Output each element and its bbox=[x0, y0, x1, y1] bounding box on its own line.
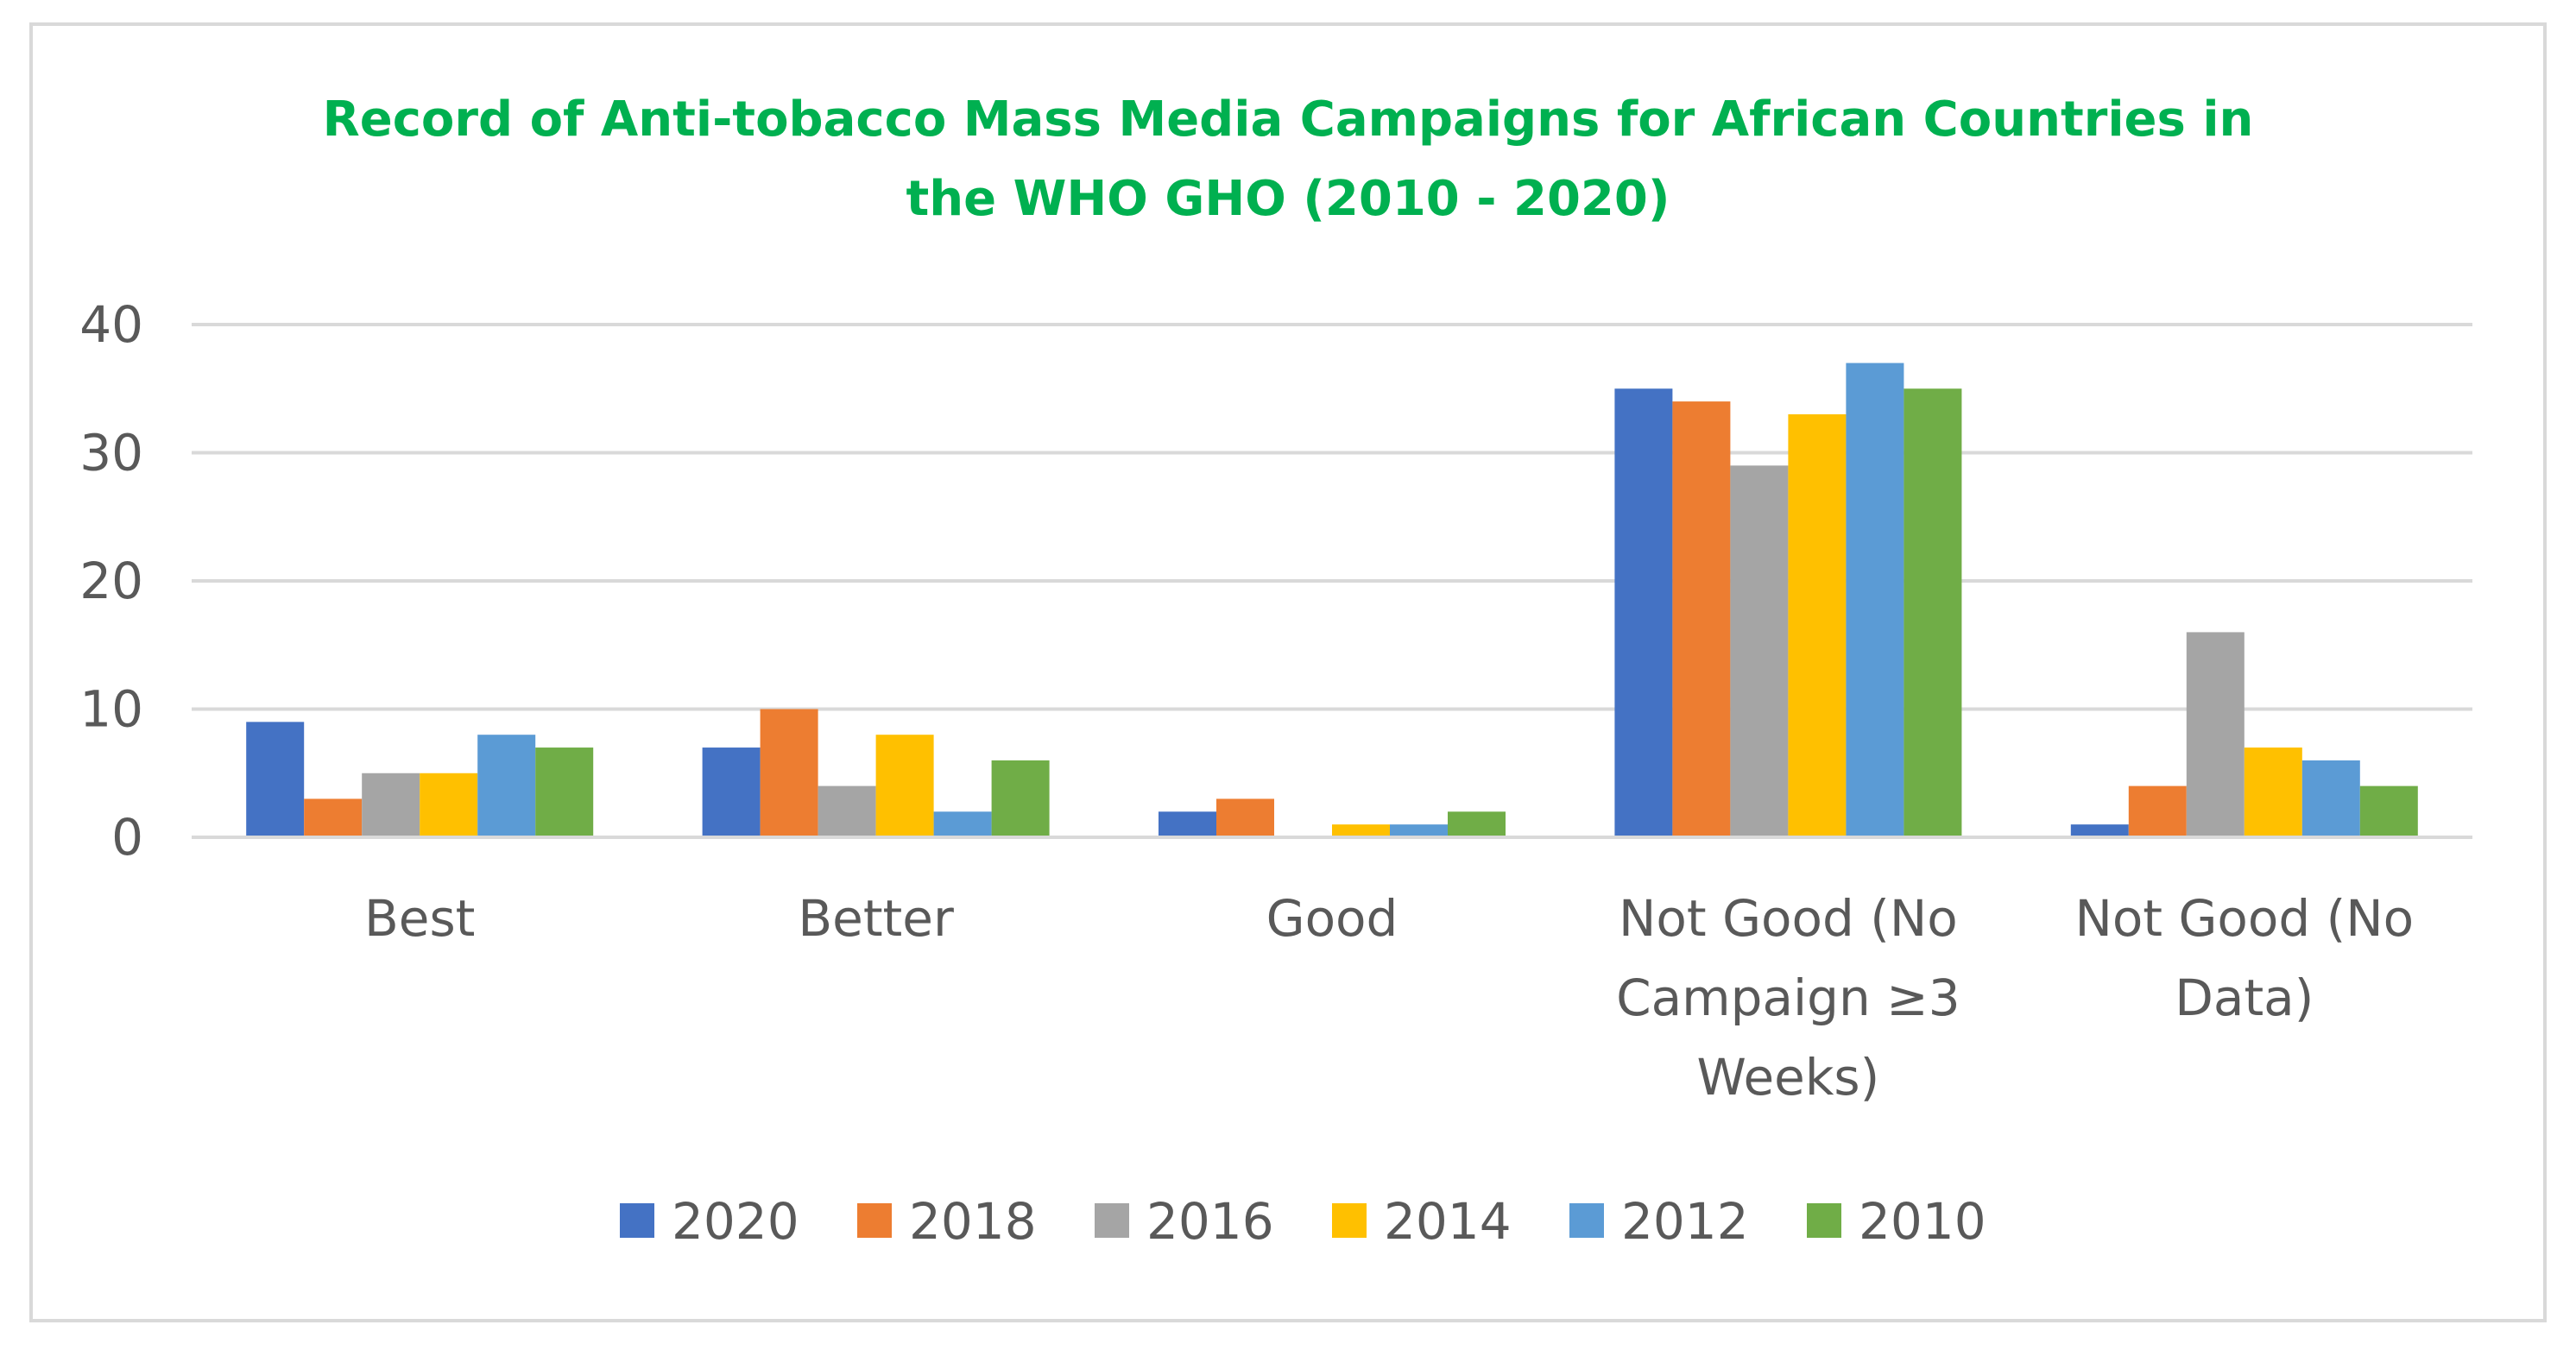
bar-2020-1 bbox=[246, 722, 305, 837]
legend-label-2012: 2012 bbox=[1621, 1192, 1749, 1251]
x-category-label-3-line-1: Good bbox=[1266, 889, 1398, 948]
bar-2016-4 bbox=[1730, 465, 1789, 837]
legend-label-2018: 2018 bbox=[909, 1192, 1037, 1251]
bar-2012-1 bbox=[477, 735, 536, 837]
legend-label-2020: 2020 bbox=[672, 1192, 799, 1251]
bar-2014-4 bbox=[1788, 413, 1847, 837]
bar-2018-1 bbox=[304, 798, 363, 837]
bars bbox=[246, 363, 2418, 837]
bar-2012-2 bbox=[933, 811, 992, 837]
bar-2018-4 bbox=[1672, 401, 1731, 837]
bar-2012-3 bbox=[1390, 824, 1448, 837]
chart-frame bbox=[29, 22, 2547, 1322]
y-tick-label-0: 0 bbox=[111, 808, 143, 867]
chart-title: Record of Anti-tobacco Mass Media Campai… bbox=[323, 91, 2254, 227]
y-tick-label-30: 30 bbox=[79, 424, 143, 483]
x-category-label-4-line-3: Weeks) bbox=[1697, 1048, 1880, 1107]
legend-swatch-2018 bbox=[857, 1203, 892, 1238]
legend-label-2014: 2014 bbox=[1384, 1192, 1512, 1251]
chart-title-line-2: the WHO GHO (2010 - 2020) bbox=[906, 171, 1670, 227]
legend-swatch-2014 bbox=[1332, 1203, 1367, 1238]
y-tick-label-40: 40 bbox=[79, 295, 143, 354]
bar-2020-2 bbox=[702, 748, 761, 837]
bar-2020-3 bbox=[1159, 811, 1216, 837]
bar-2010-5 bbox=[2359, 785, 2418, 837]
y-tick-label-10: 10 bbox=[79, 680, 143, 739]
bar-2014-2 bbox=[875, 735, 934, 837]
legend-swatch-2016 bbox=[1095, 1203, 1129, 1238]
bar-2018-2 bbox=[760, 709, 818, 837]
legend-swatch-2010 bbox=[1807, 1203, 1841, 1238]
y-tick-label-20: 20 bbox=[79, 552, 143, 610]
chart-title-line-1: Record of Anti-tobacco Mass Media Campai… bbox=[323, 91, 2254, 148]
x-category-label-5-line-1: Not Good (No bbox=[2074, 889, 2414, 948]
bar-2010-4 bbox=[1904, 388, 1962, 837]
bar-2012-4 bbox=[1846, 363, 1904, 837]
bar-2016-1 bbox=[362, 773, 420, 837]
bar-2020-4 bbox=[1614, 388, 1673, 837]
x-category-label-4-line-2: Campaign ≥3 bbox=[1616, 968, 1960, 1027]
bar-2016-5 bbox=[2186, 632, 2245, 837]
bar-2014-5 bbox=[2244, 748, 2302, 837]
bar-2012-5 bbox=[2301, 760, 2360, 837]
y-axis-ticks: 0 10 20 30 40 bbox=[79, 295, 143, 867]
bar-2010-1 bbox=[535, 748, 594, 837]
bar-2010-3 bbox=[1448, 811, 1506, 837]
legend: 2020 2018 2016 2014 2012 2010 bbox=[620, 1192, 1986, 1251]
x-category-label-4-line-1: Not Good (No bbox=[1619, 889, 1958, 948]
bar-2018-5 bbox=[2128, 785, 2187, 837]
legend-swatch-2012 bbox=[1569, 1203, 1604, 1238]
x-category-label-1-line-1: Best bbox=[364, 889, 475, 948]
bar-2014-1 bbox=[420, 773, 478, 837]
bar-2020-5 bbox=[2070, 824, 2129, 837]
legend-swatch-2020 bbox=[620, 1203, 654, 1238]
bar-2016-2 bbox=[818, 785, 876, 837]
legend-label-2016: 2016 bbox=[1146, 1192, 1274, 1251]
x-category-label-2-line-1: Better bbox=[798, 889, 954, 948]
bar-2018-3 bbox=[1216, 798, 1274, 837]
x-category-label-5-line-2: Data) bbox=[2175, 968, 2314, 1027]
x-axis-categories: Best Better Good Not Good (No Campaign ≥3 Wee… bbox=[364, 889, 2414, 1107]
bar-2010-2 bbox=[991, 760, 1050, 837]
bar-2014-3 bbox=[1332, 824, 1390, 837]
legend-label-2010: 2010 bbox=[1859, 1192, 1986, 1251]
gridlines bbox=[192, 323, 2472, 711]
